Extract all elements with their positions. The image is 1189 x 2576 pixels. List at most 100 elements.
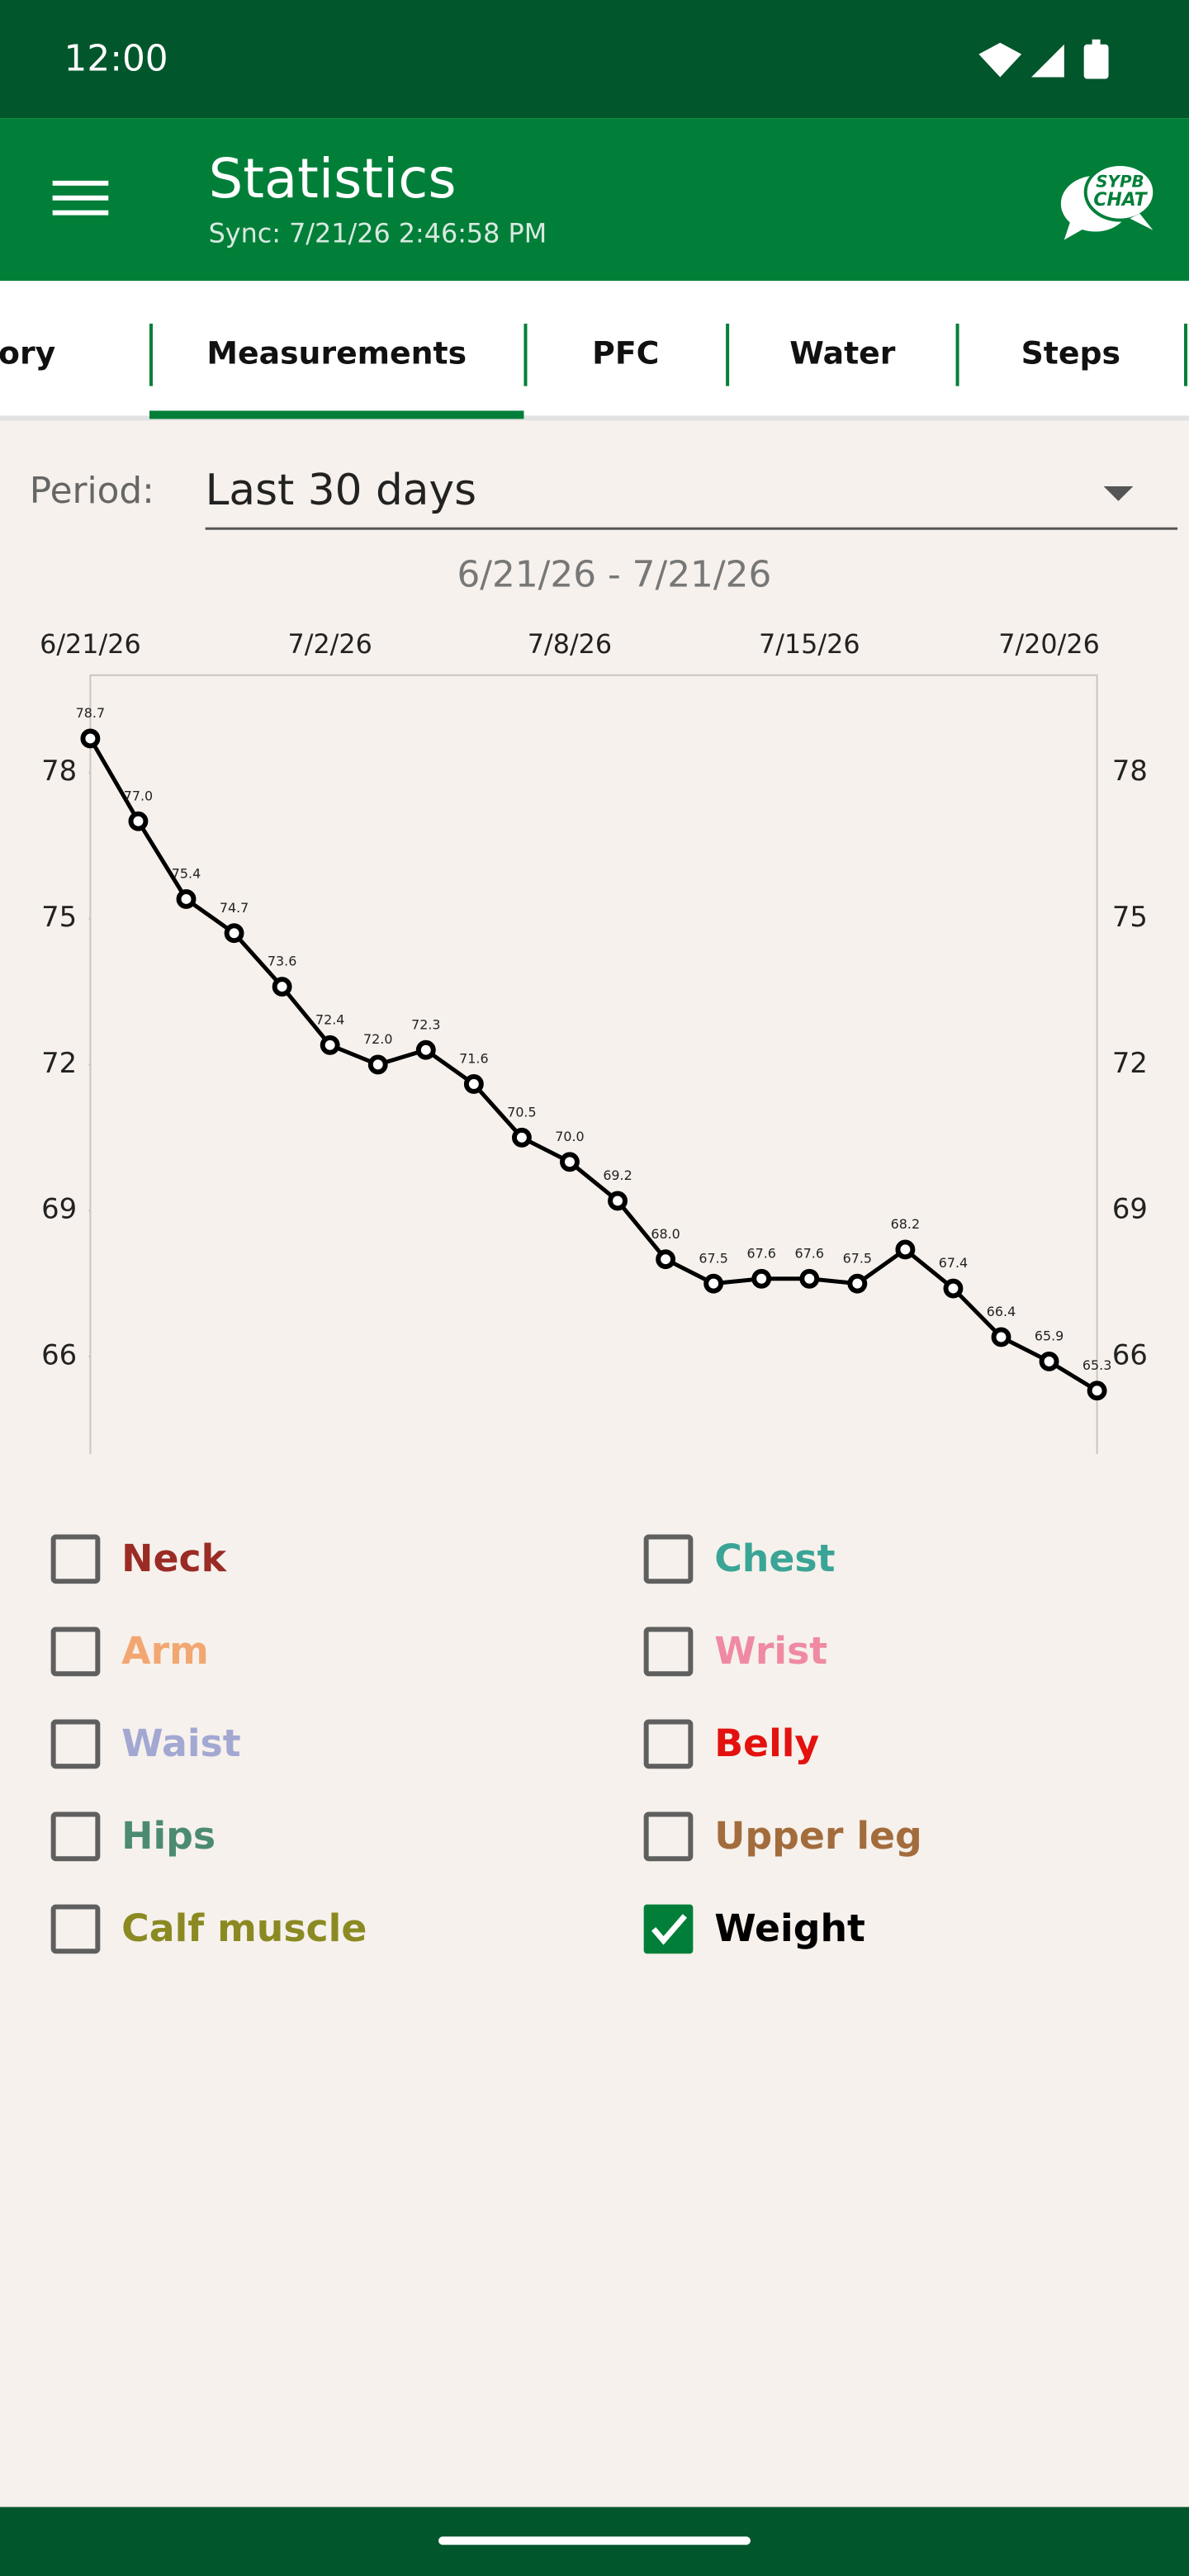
tab[interactable]: Measurements xyxy=(149,334,524,419)
x-tick-label: 7/2/26 xyxy=(287,628,372,660)
menu-line xyxy=(52,180,109,186)
data-label: 72.3 xyxy=(411,1016,440,1032)
checkbox-box xyxy=(50,1534,101,1584)
data-point xyxy=(847,1273,868,1294)
data-label: 68.2 xyxy=(891,1216,920,1232)
checkbox-label: Arm xyxy=(121,1629,209,1673)
y-tick-label-right: 66 xyxy=(1112,1339,1148,1371)
data-label: 72.0 xyxy=(363,1031,392,1047)
tab-label: Measurements xyxy=(206,334,467,371)
data-point xyxy=(367,1054,388,1075)
y-tick-label: 66 xyxy=(41,1339,77,1371)
data-point xyxy=(128,811,149,831)
data-point xyxy=(415,1039,436,1060)
tab-label: Steps xyxy=(1021,334,1120,371)
data-label: 78.7 xyxy=(76,705,105,721)
data-point xyxy=(463,1074,484,1094)
data-label: 68.0 xyxy=(651,1226,680,1242)
checkbox[interactable]: Waist xyxy=(50,1719,241,1769)
tab-label: PFC xyxy=(592,334,659,371)
tab-divider xyxy=(149,323,153,386)
app-bar xyxy=(0,118,1189,282)
checkbox-label: Hips xyxy=(121,1814,216,1858)
checkbox[interactable]: Neck xyxy=(50,1534,228,1584)
dropdown-underline xyxy=(205,527,1178,530)
data-label: 69.2 xyxy=(603,1167,632,1183)
data-point xyxy=(751,1268,772,1289)
data-point xyxy=(895,1239,916,1260)
checkbox[interactable]: Wrist xyxy=(643,1627,828,1677)
chat-bubble-tail xyxy=(1063,220,1087,240)
checkbox-box xyxy=(643,1719,694,1769)
menu-button[interactable] xyxy=(52,180,109,215)
y-tick-label-right: 78 xyxy=(1112,755,1148,787)
checkbox-label: Chest xyxy=(714,1537,835,1580)
data-label: 70.5 xyxy=(507,1104,536,1120)
wifi-icon xyxy=(978,42,1022,78)
period-label: Period: xyxy=(30,470,154,512)
battery-icon xyxy=(1083,44,1109,79)
period-value: Last 30 days xyxy=(206,466,476,515)
home-handle[interactable] xyxy=(438,2536,751,2545)
tab[interactable]: PFC xyxy=(592,334,659,371)
checkbox[interactable]: Arm xyxy=(50,1627,209,1677)
checkmark xyxy=(651,1914,688,1945)
tab-indicator xyxy=(149,410,524,419)
period-dropdown[interactable]: Last 30 days xyxy=(205,466,1178,530)
checkbox[interactable]: Hips xyxy=(50,1811,216,1862)
data-label: 67.4 xyxy=(939,1255,968,1271)
tab[interactable]: Steps xyxy=(1021,334,1120,371)
data-point xyxy=(176,889,197,909)
data-point xyxy=(799,1268,820,1289)
menu-line xyxy=(52,210,109,215)
data-point xyxy=(272,977,292,997)
checkbox[interactable]: Chest xyxy=(643,1534,836,1584)
app-subtitle: Sync: 7/21/26 2:46:58 PM xyxy=(209,218,547,249)
checkbox[interactable]: Calf muscle xyxy=(50,1904,367,1954)
data-label: 67.5 xyxy=(699,1250,727,1266)
y-tick-label: 72 xyxy=(41,1047,77,1079)
checkbox[interactable]: Upper leg xyxy=(643,1811,922,1862)
data-label: 75.4 xyxy=(172,866,201,882)
tab[interactable]: Water xyxy=(789,334,895,371)
data-label: 71.6 xyxy=(459,1051,488,1067)
data-point xyxy=(1039,1352,1059,1371)
chat-bubble xyxy=(1083,162,1157,222)
data-line xyxy=(88,737,1098,1393)
data-label: 67.5 xyxy=(843,1250,872,1266)
checkbox-label: Calf muscle xyxy=(121,1906,367,1950)
checkbox-label: Waist xyxy=(121,1721,240,1765)
data-label: 66.4 xyxy=(987,1304,1016,1319)
y-tick-label-right: 72 xyxy=(1112,1047,1148,1079)
data-label: 67.6 xyxy=(747,1245,776,1261)
data-label: 73.6 xyxy=(268,954,296,969)
data-label: 72.4 xyxy=(315,1011,344,1027)
checkbox-box xyxy=(643,1534,694,1584)
tab-divider xyxy=(955,323,959,386)
checkbox-list: Neck Chest Arm Wrist Waist Belly Hips Upper leg… xyxy=(50,1534,922,1954)
checkbox-label: Wrist xyxy=(714,1629,827,1673)
data-point xyxy=(943,1278,964,1299)
chart: 66 66 69 69 72 72 75 75 78 78 6/21/26 7/2/26 7/8/26 7… xyxy=(40,628,1148,1454)
data-label: 70.0 xyxy=(555,1129,584,1144)
checkbox-box xyxy=(643,1811,694,1862)
app-title: Statistics xyxy=(209,148,457,211)
checkbox-box xyxy=(50,1719,101,1769)
tab-divider xyxy=(726,323,730,386)
checkbox[interactable]: Weight xyxy=(643,1904,865,1954)
checkbox-label: Belly xyxy=(714,1721,819,1765)
data-label: 74.7 xyxy=(220,900,249,916)
tab[interactable]: History xyxy=(0,334,55,371)
data-point xyxy=(80,728,101,749)
tab-bar-border xyxy=(0,415,1189,421)
data-point xyxy=(560,1152,580,1172)
chat-button[interactable]: SYPB CHAT xyxy=(1060,162,1157,240)
data-label: 65.3 xyxy=(1082,1357,1111,1373)
data-point xyxy=(608,1191,628,1211)
checkbox-box xyxy=(50,1627,101,1677)
tabs: History Measurements PFC Water Steps xyxy=(0,323,1188,419)
data-point xyxy=(991,1327,1011,1347)
checkbox[interactable]: Belly xyxy=(643,1719,820,1769)
